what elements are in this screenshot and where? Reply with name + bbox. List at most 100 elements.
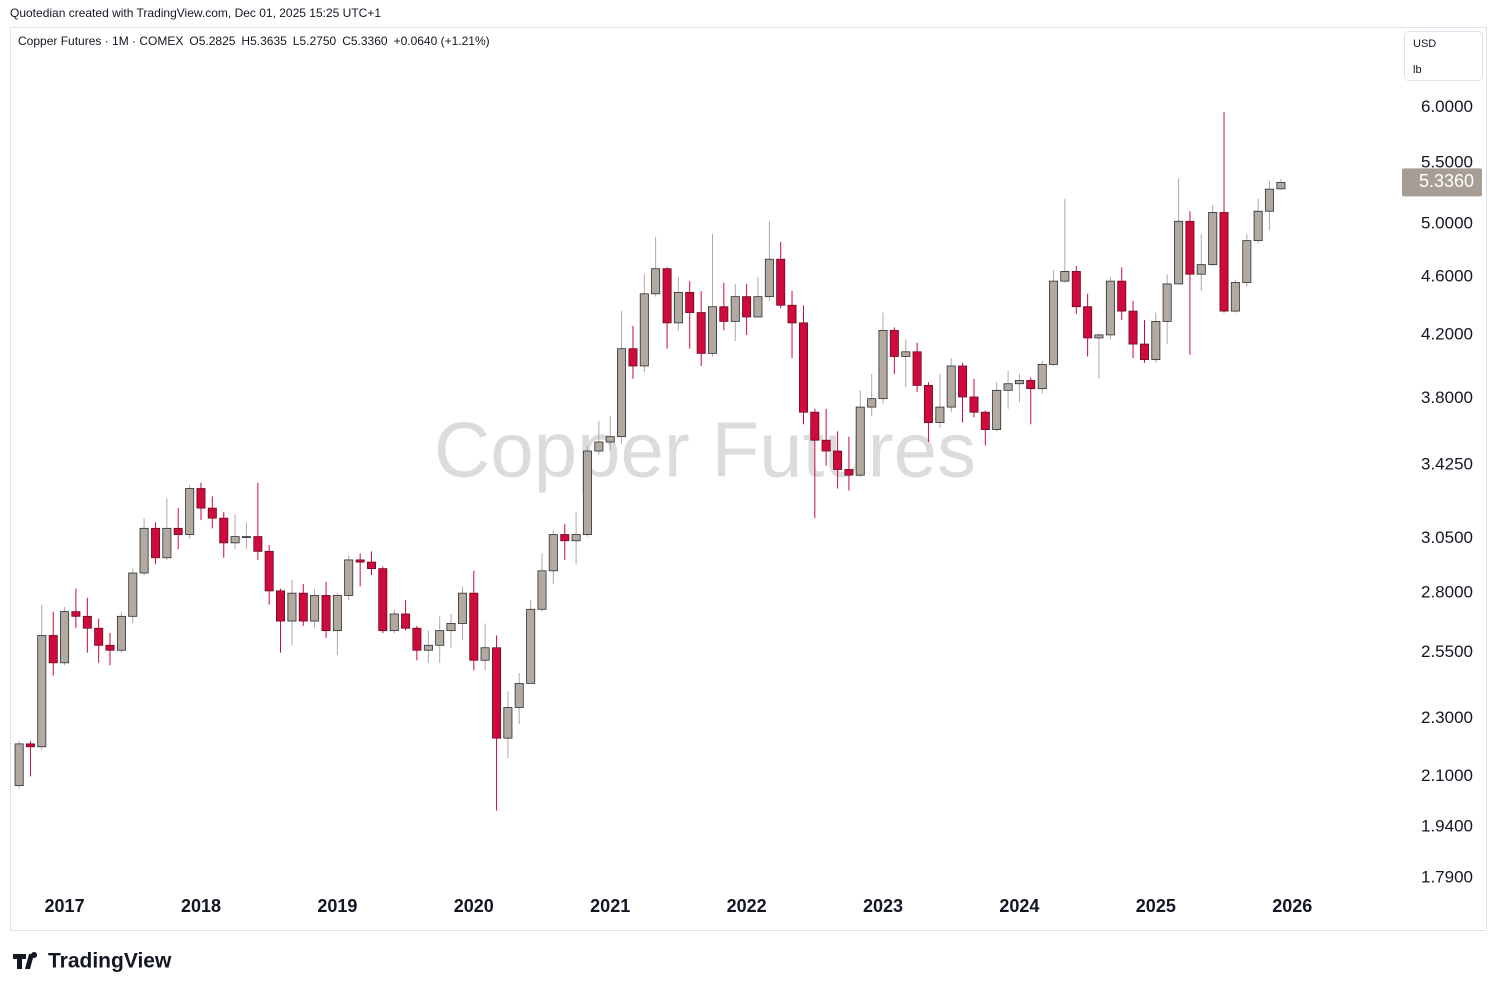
x-tick-label: 2025 xyxy=(1136,896,1176,916)
candle-body xyxy=(230,536,240,544)
candle-body xyxy=(287,592,297,622)
candle-body xyxy=(503,707,513,739)
logo-icon xyxy=(13,952,38,969)
header: Quotedian created with TradingView.com, … xyxy=(10,6,381,20)
x-tick-label: 2021 xyxy=(590,896,630,916)
candle-body xyxy=(241,536,251,539)
legend-close: C5.3360 xyxy=(342,34,388,48)
y-tick-label: 6.0000 xyxy=(1421,97,1473,116)
candle-body xyxy=(719,306,729,322)
candle-body xyxy=(912,351,922,386)
candle-body xyxy=(94,627,104,646)
candle-body xyxy=(639,293,649,367)
legend-open: O5.2825 xyxy=(189,34,235,48)
y-tick-label: 5.0000 xyxy=(1421,213,1473,232)
candle-body xyxy=(855,406,865,476)
candle-body xyxy=(901,351,911,357)
x-tick-label: 2023 xyxy=(863,896,903,916)
candle-body xyxy=(253,536,263,552)
candle-body xyxy=(742,296,752,318)
y-tick-label: 2.5500 xyxy=(1421,642,1473,661)
candle-body xyxy=(1049,280,1059,365)
x-tick-label: 2018 xyxy=(181,896,221,916)
candle-body xyxy=(1003,383,1013,391)
candle-body xyxy=(1117,280,1127,312)
candle-body xyxy=(810,411,820,441)
y-tick-label: 4.6000 xyxy=(1421,266,1473,285)
legend: Copper Futures · 1M · COMEX O5.2825 H5.363… xyxy=(18,34,490,48)
candle-body xyxy=(332,595,342,632)
last-price-box xyxy=(1402,168,1482,197)
candle-body xyxy=(548,534,558,572)
candle-body xyxy=(651,268,661,295)
legend-change: +0.0640 (+1.21%) xyxy=(394,34,490,48)
candle-body xyxy=(537,570,547,610)
candle-body xyxy=(798,322,808,413)
candle-body xyxy=(219,517,229,544)
candle-body xyxy=(355,559,365,563)
candle-body xyxy=(764,258,774,298)
y-tick-label: 5.5000 xyxy=(1421,153,1473,172)
candle-body xyxy=(992,389,1002,430)
candle-body xyxy=(1196,264,1206,275)
candle-body xyxy=(389,613,399,632)
candle-body xyxy=(162,527,172,559)
candle-body xyxy=(776,258,786,306)
candle-body xyxy=(310,595,320,622)
y-tick-label: 2.8000 xyxy=(1421,583,1473,602)
candle-body xyxy=(378,568,388,632)
candle-body xyxy=(1264,188,1274,212)
x-tick-label: 2017 xyxy=(45,896,85,916)
candle-body xyxy=(753,296,763,318)
x-tick-label: 2024 xyxy=(999,896,1039,916)
y-tick-label: 3.0500 xyxy=(1421,528,1473,547)
brand-name: TradingView xyxy=(48,950,172,973)
candle-body xyxy=(492,647,502,739)
candle-body xyxy=(298,592,308,622)
unit-box[interactable] xyxy=(1404,31,1483,81)
candle-body xyxy=(582,450,592,535)
candle-body xyxy=(1276,182,1286,190)
candle-body xyxy=(628,348,638,367)
candle-body xyxy=(25,743,35,748)
candle-body xyxy=(151,527,161,559)
candle-body xyxy=(1174,220,1184,285)
currency-unit: USD xyxy=(1413,38,1436,50)
legend-low: L5.2750 xyxy=(293,34,337,48)
candle-body xyxy=(276,590,285,622)
candle-body xyxy=(821,439,831,452)
x-tick-label: 2020 xyxy=(454,896,494,916)
candle-body xyxy=(878,329,888,400)
candle-body xyxy=(730,296,740,322)
candle-body xyxy=(1060,271,1070,282)
candle-body xyxy=(37,635,47,748)
candle-body xyxy=(60,611,70,664)
candle-body xyxy=(1208,212,1218,266)
candle-body xyxy=(139,527,149,574)
watermark: Copper Futures xyxy=(434,406,976,494)
candle-body xyxy=(708,306,717,354)
candle-body xyxy=(1026,380,1036,390)
candle-body xyxy=(412,627,422,651)
candle-body xyxy=(673,291,683,324)
candle-body xyxy=(446,623,456,632)
candle-body xyxy=(1128,310,1138,345)
x-tick-label: 2019 xyxy=(317,896,357,916)
candle-body xyxy=(617,348,627,438)
candle-body xyxy=(71,611,81,617)
candle-body xyxy=(889,329,899,357)
candle-body xyxy=(1083,306,1093,339)
candle-body xyxy=(980,411,990,430)
candle-body xyxy=(1185,220,1195,275)
candle-body xyxy=(435,630,445,646)
candle-body xyxy=(844,469,854,476)
candle-body xyxy=(696,312,706,354)
candle-body xyxy=(662,268,672,324)
candle-body xyxy=(105,644,115,651)
x-tick-label: 2022 xyxy=(727,896,767,916)
candle-body xyxy=(14,743,24,786)
candle-body xyxy=(48,635,58,664)
y-tick-label: 3.8000 xyxy=(1421,388,1473,407)
candle-body xyxy=(867,398,877,408)
